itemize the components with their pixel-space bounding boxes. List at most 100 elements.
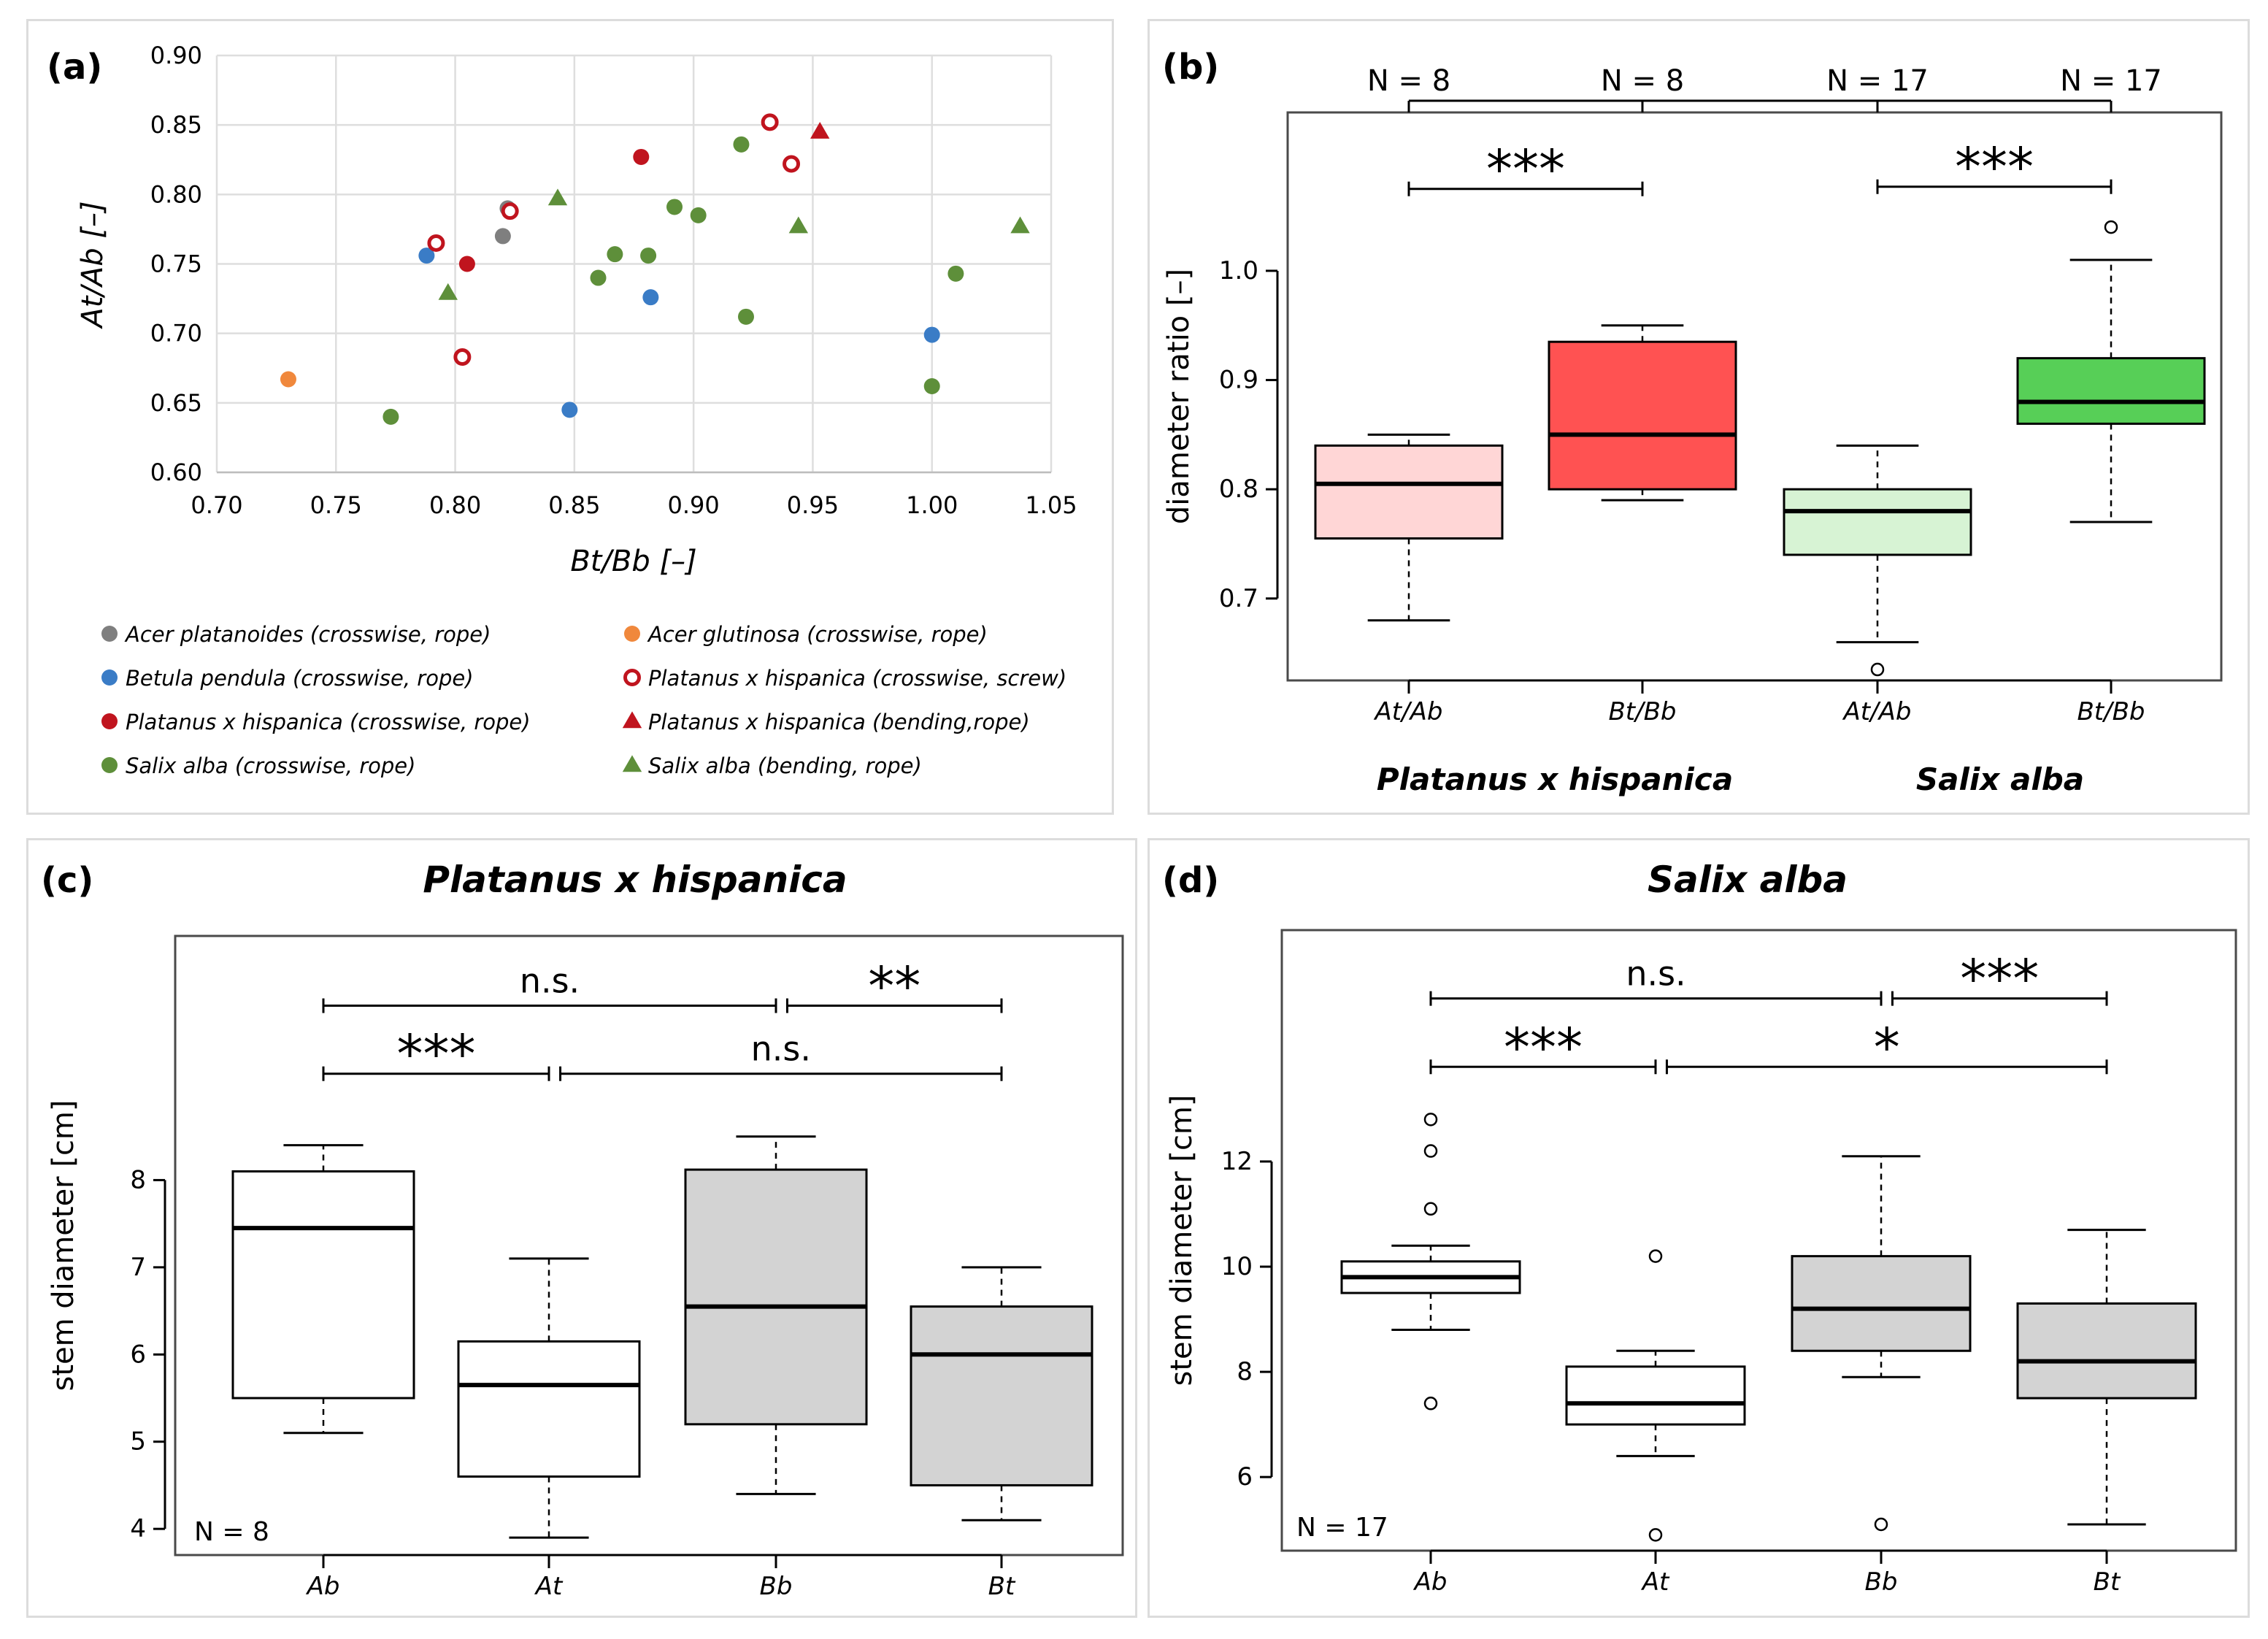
y-tick-label: 0.60 — [150, 458, 202, 486]
panel-d — [1148, 838, 2250, 1618]
y-tick-label: 0.8 — [1219, 475, 1258, 504]
x-tick-label: Bt/Bb — [1608, 697, 1676, 726]
legend-marker — [101, 757, 118, 773]
data-point — [547, 188, 568, 206]
box — [2016, 357, 2206, 425]
x-tick-label: Bb — [760, 1572, 793, 1601]
data-point — [733, 136, 750, 153]
legend-entry: Acer glutinosa (crosswise, rope) — [647, 622, 988, 647]
legend-marker — [623, 669, 641, 686]
x-tick-label: 1.00 — [906, 491, 958, 519]
x-tick-label: 0.90 — [668, 491, 720, 519]
data-point — [640, 247, 657, 264]
data-point — [737, 308, 754, 325]
outlier-point — [1648, 1249, 1663, 1263]
box — [684, 1168, 868, 1426]
data-point — [1010, 216, 1030, 234]
data-point — [923, 326, 940, 343]
y-tick-label: 0.65 — [150, 389, 202, 417]
x-tick-label: 0.75 — [310, 491, 362, 519]
legend-entry: Salix alba (crosswise, rope) — [126, 753, 415, 778]
data-point — [590, 269, 607, 286]
legend-marker — [622, 755, 642, 772]
significance-label: *** — [1504, 1016, 1583, 1078]
data-point — [458, 256, 475, 272]
y-tick-label: 0.9 — [1219, 366, 1258, 395]
y-tick-label: 10 — [1221, 1252, 1253, 1281]
x-tick-label: Ab — [306, 1572, 340, 1601]
data-point — [607, 246, 623, 263]
panel-c — [26, 838, 1137, 1618]
significance-label: n.s. — [520, 961, 580, 1001]
outlier-point — [1874, 1517, 1888, 1532]
x-tick-label: At/Ab — [1374, 697, 1443, 726]
y-tick-label: 0.75 — [150, 250, 202, 278]
data-point — [438, 283, 458, 300]
y-axis-title: diameter ratio [–] — [1162, 269, 1196, 524]
x-tick-label: At — [1641, 1567, 1670, 1597]
panel-label-d: (d) — [1162, 860, 1219, 901]
legend-entry: Platanus x hispanica (crosswise, screw) — [648, 666, 1066, 691]
data-point — [810, 122, 830, 139]
plot-frame — [1280, 929, 2237, 1552]
x-tick-label: At/Ab — [1842, 697, 1912, 726]
y-tick-label: 6 — [1237, 1462, 1253, 1492]
y-tick-label: 6 — [130, 1340, 146, 1369]
chart-title: Platanus x hispanica — [423, 859, 847, 901]
significance-label: *** — [1486, 139, 1565, 200]
panel-label-c: (c) — [41, 860, 93, 901]
data-point — [923, 377, 940, 394]
group-label: Platanus x hispanica — [1377, 761, 1733, 797]
significance-label: n.s. — [1626, 954, 1685, 994]
sample-size-label: N = 17 — [1296, 1513, 1388, 1543]
sample-size-label: N = 8 — [1601, 64, 1684, 98]
data-point — [501, 202, 519, 220]
box — [1565, 1365, 1746, 1426]
box — [2016, 1302, 2197, 1400]
x-tick-label: Ab — [1413, 1567, 1448, 1597]
x-tick-label: 0.70 — [191, 491, 242, 519]
outlier-point — [1423, 1397, 1438, 1410]
x-axis-title: Bt/Bb [–] — [570, 545, 696, 578]
box — [1314, 444, 1504, 540]
data-point — [642, 289, 659, 306]
data-point — [280, 371, 296, 388]
legend-marker — [101, 669, 118, 686]
panel-label-b: (b) — [1162, 47, 1219, 88]
y-tick-label: 0.70 — [150, 320, 202, 348]
outlier-point — [2104, 220, 2118, 234]
outlier-point — [1870, 662, 1885, 677]
chart-title: Salix alba — [1648, 859, 1848, 901]
legend-entry: Salix alba (bending, rope) — [648, 753, 922, 778]
sample-size-label: N = 8 — [194, 1517, 269, 1547]
data-point — [666, 199, 683, 215]
y-tick-label: 8 — [130, 1165, 146, 1194]
box — [1548, 340, 1737, 491]
significance-label: *** — [397, 1024, 476, 1085]
legend-marker — [101, 626, 118, 642]
data-point — [453, 348, 472, 366]
sample-size-label: N = 17 — [2060, 64, 2162, 98]
chart-b: 0.7 0.8 0.9 1.0 diameter ratio [–] At/Ab Bt/Bb… — [1162, 47, 2223, 797]
outlier-point — [1423, 1202, 1438, 1216]
box — [1791, 1255, 1972, 1352]
legend-entry: Platanus x hispanica (bending,rope) — [648, 710, 1030, 734]
x-tick-label: Bt/Bb — [2077, 697, 2145, 726]
x-tick-label: Bb — [1865, 1567, 1898, 1597]
outlier-point — [1423, 1144, 1438, 1158]
data-point — [383, 408, 399, 425]
y-axis-title: stem diameter [cm] — [1165, 1094, 1199, 1386]
sample-size-label: N = 8 — [1367, 64, 1450, 98]
legend-entry: Betula pendula (crosswise, rope) — [126, 666, 474, 691]
legend-marker — [624, 626, 640, 642]
x-tick-label: 0.95 — [787, 491, 839, 519]
y-tick-label: 0.7 — [1219, 584, 1258, 613]
y-tick-label: 0.80 — [150, 180, 202, 208]
y-tick-label: 4 — [130, 1514, 146, 1543]
data-point — [494, 228, 511, 245]
legend-marker — [101, 713, 118, 729]
y-tick-label: 0.85 — [150, 111, 202, 139]
